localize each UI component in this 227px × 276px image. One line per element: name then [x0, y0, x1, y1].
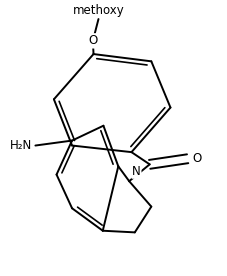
Text: H₂N: H₂N — [10, 139, 32, 152]
Text: N: N — [132, 165, 140, 178]
Text: methoxy: methoxy — [72, 4, 124, 17]
Text: O: O — [192, 152, 201, 165]
Text: O: O — [88, 34, 97, 47]
